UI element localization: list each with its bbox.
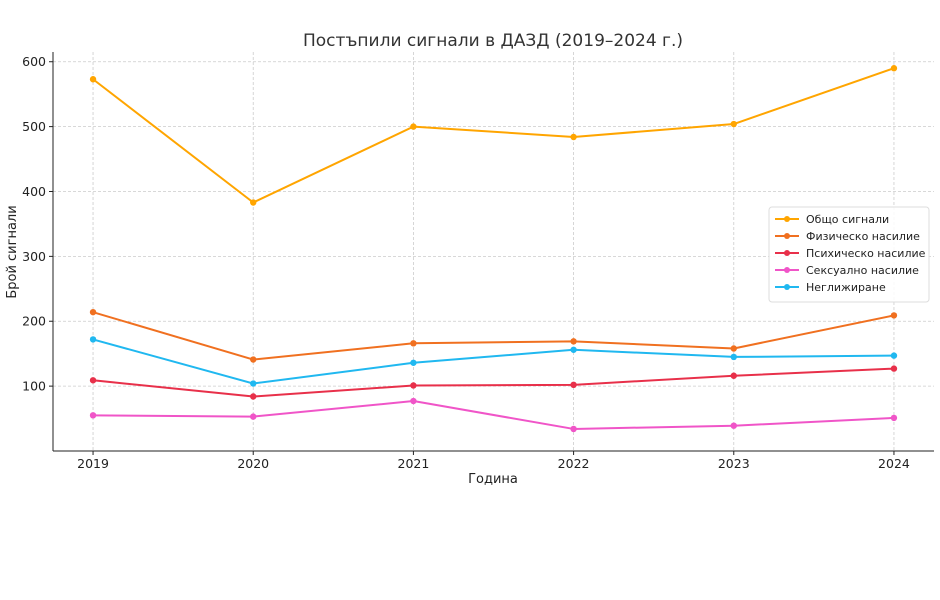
data-point xyxy=(890,414,898,422)
legend-label: Неглижиране xyxy=(806,281,886,294)
legend-label: Физическо насилие xyxy=(806,230,920,243)
legend-label: Психическо насилие xyxy=(806,247,926,260)
legend-item: Психическо насилие xyxy=(775,247,926,260)
data-point xyxy=(730,345,737,352)
x-tick-label: 2021 xyxy=(398,456,430,471)
data-point xyxy=(250,199,257,206)
y-tick-label: 500 xyxy=(22,119,46,134)
x-axis-label: Година xyxy=(468,472,518,487)
axes: 100 200 300 400 500 600 2019 2020 2021 2022 2023 20… xyxy=(22,52,934,471)
y-tick-label: 600 xyxy=(22,54,46,69)
chart-title: Постъпили сигнали в ДАЗД (2019–2024 г.) xyxy=(303,31,683,51)
data-point xyxy=(410,340,417,347)
series-line xyxy=(93,400,895,430)
series-line xyxy=(92,311,895,361)
y-tick-label: 200 xyxy=(22,314,46,329)
data-point xyxy=(410,397,417,405)
data-point xyxy=(89,377,97,384)
x-tick-label: 2020 xyxy=(237,456,269,471)
legend-marker-swatch xyxy=(784,250,790,256)
data-point xyxy=(570,381,577,389)
data-point xyxy=(730,353,737,361)
data-point xyxy=(89,308,97,316)
data-point xyxy=(250,413,257,420)
series-line xyxy=(92,338,894,385)
data-point xyxy=(250,356,257,363)
data-point xyxy=(250,380,257,387)
data-point xyxy=(570,133,577,141)
legend-item: Общо сигнали xyxy=(775,213,889,226)
y-tick-label: 400 xyxy=(22,184,46,199)
data-point xyxy=(410,382,417,389)
data-point xyxy=(890,365,898,372)
data-point xyxy=(89,76,97,83)
data-point xyxy=(89,336,97,343)
legend-item: Физическо насилие xyxy=(775,230,920,243)
legend-box xyxy=(768,206,930,303)
series-3 xyxy=(89,397,898,433)
y-tick-label: 300 xyxy=(22,249,46,264)
legend-item: Неглижиране xyxy=(775,281,886,294)
data-point xyxy=(890,352,898,359)
data-point xyxy=(410,359,417,366)
legend-label: Сексуално насилие xyxy=(806,264,919,277)
data-point xyxy=(570,425,577,433)
data-point xyxy=(89,412,97,419)
legend-marker-swatch xyxy=(784,216,790,222)
data-point xyxy=(890,65,898,72)
legend-marker-swatch xyxy=(784,233,790,239)
x-tick-label: 2019 xyxy=(77,456,109,471)
x-tick-label: 2024 xyxy=(878,456,910,471)
data-point xyxy=(410,123,417,130)
data-point xyxy=(570,338,577,345)
legend-marker-swatch xyxy=(784,267,790,273)
data-point xyxy=(730,120,737,128)
legend-item: Сексуално насилие xyxy=(775,264,919,277)
x-tick-label: 2023 xyxy=(718,456,750,471)
series-line xyxy=(92,67,895,204)
data-point xyxy=(890,312,898,319)
series-2 xyxy=(89,365,898,400)
data-point xyxy=(250,393,257,400)
y-tick-label: 100 xyxy=(22,379,46,394)
data-point xyxy=(730,422,737,429)
x-tick-label: 2022 xyxy=(558,456,590,471)
series-line xyxy=(92,367,894,398)
data-point xyxy=(570,346,577,353)
y-axis-label: Брой сигнали xyxy=(5,205,20,298)
legend-marker-swatch xyxy=(784,284,790,290)
series-layer xyxy=(89,65,898,433)
data-point xyxy=(730,372,737,379)
series-4 xyxy=(89,336,898,387)
legend-label: Общо сигнали xyxy=(806,213,889,226)
series-0 xyxy=(89,65,898,206)
series-1 xyxy=(89,308,898,363)
legend: Общо сигнали Физическо насилие Психическо … xyxy=(768,206,930,303)
